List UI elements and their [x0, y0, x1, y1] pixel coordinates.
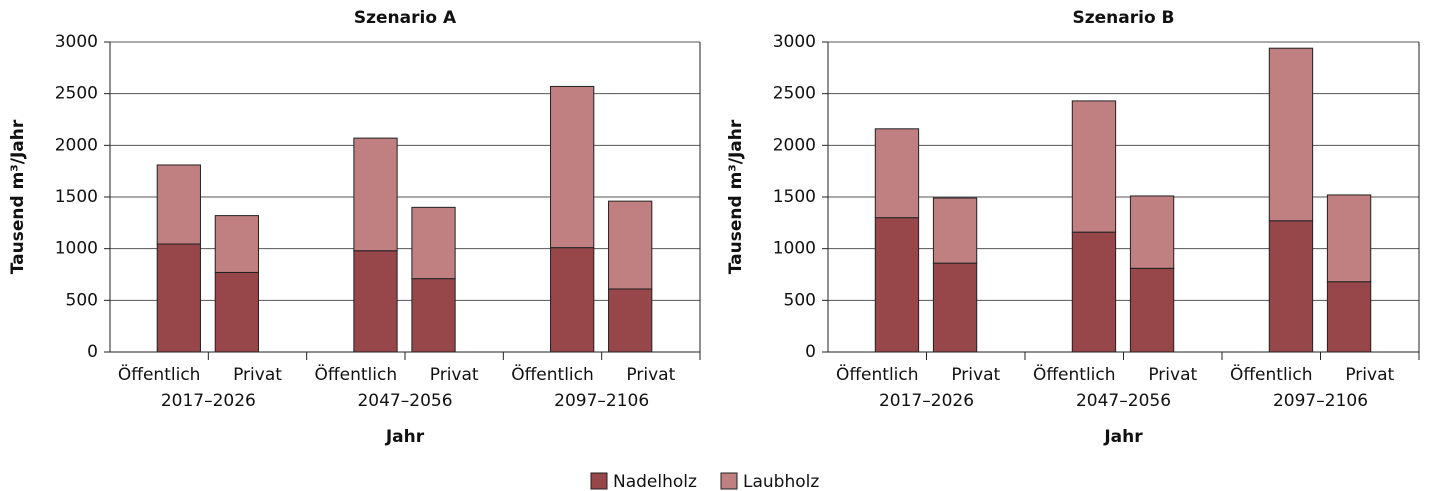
- bar-segment: [353, 137, 398, 252]
- bar-segment: [874, 217, 920, 353]
- x-tick-label: Öffentlich: [1230, 363, 1313, 385]
- bar-segment: [156, 243, 201, 353]
- x-tick-label: Privat: [951, 365, 1000, 385]
- legend-swatch: [720, 472, 738, 490]
- bar-segment: [214, 215, 259, 273]
- axis-title: Tausend m³/Jahr: [726, 119, 746, 274]
- y-tick-label: 0: [87, 342, 98, 362]
- title: Szenario B: [1072, 8, 1174, 28]
- y-tick-label: 2000: [773, 135, 816, 155]
- x-tick-label: Privat: [1345, 365, 1394, 385]
- group-label: 2097–2106: [554, 391, 649, 411]
- bar-segment: [1071, 100, 1117, 233]
- bar-segment: [1268, 220, 1314, 353]
- x-tick-label: Öffentlich: [118, 363, 201, 385]
- bar-segment: [550, 85, 595, 249]
- y-tick-label: 2500: [55, 84, 98, 104]
- group-label: 2017–2026: [879, 391, 974, 411]
- x-tick-label: Öffentlich: [511, 363, 594, 385]
- y-tick-label: 1500: [773, 187, 816, 207]
- y-tick-label: 0: [805, 342, 816, 362]
- group-label: 2097–2106: [1273, 391, 1368, 411]
- bar-segment: [874, 128, 920, 219]
- bar-segment: [214, 271, 259, 353]
- y-tick-label: 500: [66, 290, 98, 310]
- legend-label: Laubholz: [743, 472, 819, 491]
- y-tick-label: 2000: [55, 135, 98, 155]
- y-tick-label: 1000: [773, 239, 816, 259]
- x-tick-label: Privat: [626, 365, 675, 385]
- title: Szenario A: [354, 8, 457, 28]
- bar-segment: [353, 250, 398, 353]
- group-label: 2047–2056: [1076, 391, 1171, 411]
- bar-segment: [156, 164, 201, 245]
- x-tick-label: Privat: [1148, 365, 1197, 385]
- y-tick-label: 1500: [55, 187, 98, 207]
- bar-segment: [608, 200, 653, 290]
- bar-segment: [411, 206, 456, 280]
- bar-segment: [1129, 195, 1175, 269]
- bar-segment: [1326, 194, 1372, 283]
- legend-label: Nadelholz: [613, 472, 697, 491]
- bar-segment: [411, 278, 456, 353]
- bar-segment: [1071, 231, 1117, 353]
- bar-segment: [550, 247, 595, 353]
- y-tick-label: 500: [784, 290, 816, 310]
- bar-segment: [1326, 281, 1372, 353]
- axis-title: Jahr: [1103, 427, 1143, 447]
- x-tick-label: Öffentlich: [836, 363, 919, 385]
- axis-title: Jahr: [385, 427, 425, 447]
- bar-segment: [1129, 267, 1175, 353]
- y-tick-label: 3000: [55, 32, 98, 52]
- axis-title: Tausend m³/Jahr: [8, 119, 28, 274]
- x-tick-label: Öffentlich: [315, 363, 398, 385]
- x-tick-label: Privat: [430, 365, 479, 385]
- y-tick-label: 1000: [55, 239, 98, 259]
- x-tick-label: Öffentlich: [1033, 363, 1116, 385]
- legend-swatch: [590, 472, 608, 490]
- y-tick-label: 2500: [773, 84, 816, 104]
- group-label: 2017–2026: [161, 391, 256, 411]
- x-tick-label: Privat: [233, 365, 282, 385]
- bar-segment: [932, 262, 978, 353]
- y-tick-label: 3000: [773, 32, 816, 52]
- bar-segment: [1268, 47, 1314, 222]
- bar-segment: [608, 288, 653, 353]
- group-label: 2047–2056: [357, 391, 452, 411]
- bar-segment: [932, 197, 978, 264]
